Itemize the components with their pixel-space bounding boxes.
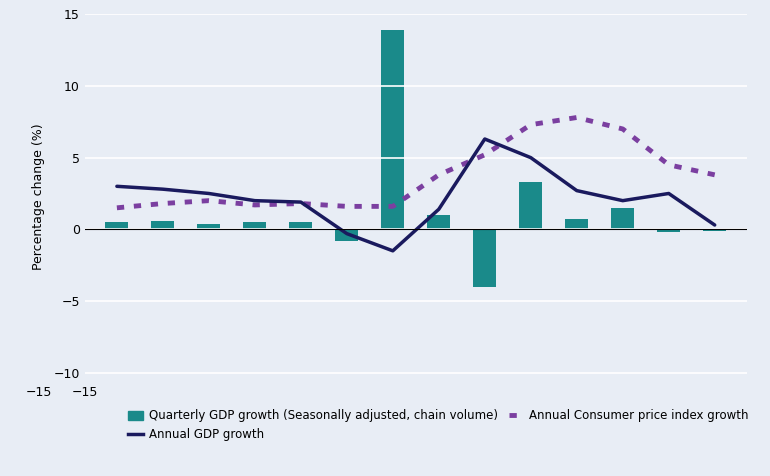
Bar <box>519 182 542 229</box>
Bar <box>565 219 588 229</box>
Bar <box>197 224 220 229</box>
Bar <box>243 222 266 229</box>
Bar <box>381 30 404 229</box>
Legend: Quarterly GDP growth (Seasonally adjusted, chain volume), Annual GDP growth, Ann: Quarterly GDP growth (Seasonally adjuste… <box>124 405 754 446</box>
Bar <box>703 229 726 231</box>
Bar <box>658 229 680 232</box>
Bar <box>474 229 497 287</box>
Bar <box>105 222 129 229</box>
Bar <box>335 229 358 241</box>
Text: −15: −15 <box>26 386 52 399</box>
Y-axis label: Percentage change (%): Percentage change (%) <box>32 124 45 270</box>
Bar <box>427 215 450 229</box>
Bar <box>152 221 174 229</box>
Bar <box>290 222 313 229</box>
Text: −15: −15 <box>72 386 98 399</box>
Bar <box>611 208 634 229</box>
